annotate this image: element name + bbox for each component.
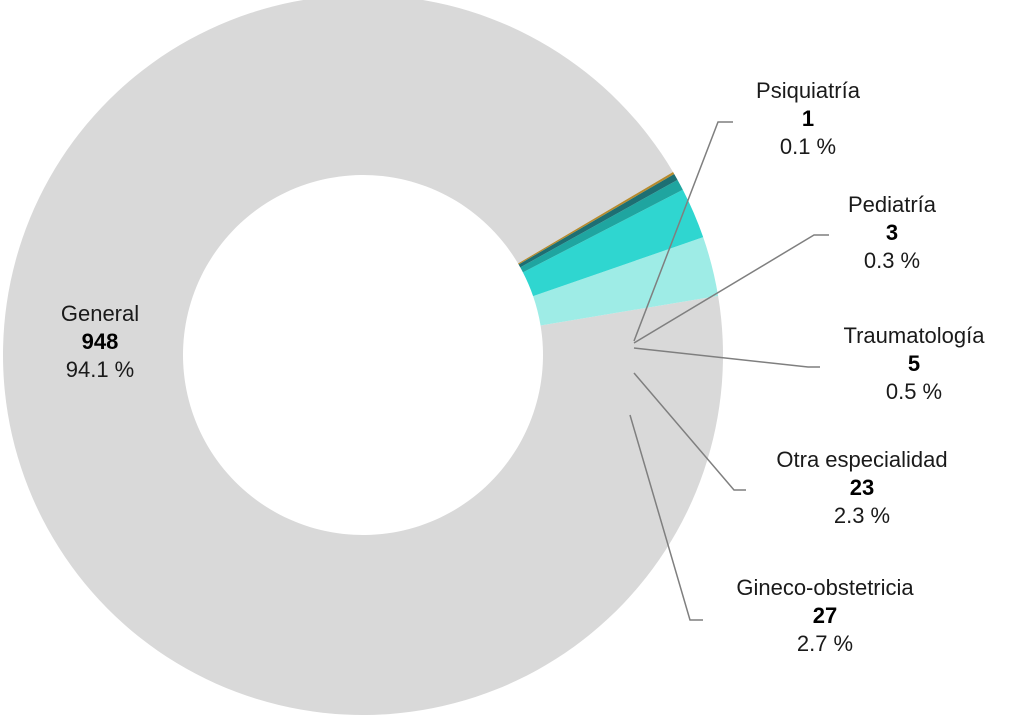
data-label-percent-pediatria: 0.3 % [864, 248, 920, 273]
donut-slices [3, 0, 723, 715]
data-label-value-traumatologia: 5 [908, 351, 920, 376]
data-label-value-general: 948 [82, 329, 119, 354]
data-label-name-gineco-obstetricia: Gineco-obstetricia [736, 575, 914, 600]
data-label-name-psiquiatria: Psiquiatría [756, 78, 861, 103]
slice-gineco-obstetricia [533, 237, 719, 326]
slice-otra-especialidad [522, 189, 704, 297]
data-label-value-otra-especialidad: 23 [850, 475, 874, 500]
data-label-value-psiquiatria: 1 [802, 106, 814, 131]
data-label-percent-traumatologia: 0.5 % [886, 379, 942, 404]
data-label-name-pediatria: Pediatría [848, 192, 937, 217]
data-label-name-general: General [61, 301, 139, 326]
data-label-percent-gineco-obstetricia: 2.7 % [797, 631, 853, 656]
slice-pediatria [518, 173, 678, 268]
data-label-percent-otra-especialidad: 2.3 % [834, 503, 890, 528]
leader-line-gineco-obstetricia [629, 414, 703, 621]
data-label-name-otra-especialidad: Otra especialidad [776, 447, 947, 472]
slice-general [3, 0, 723, 715]
slice-psiquiatria [518, 172, 675, 265]
leader-lines [629, 121, 829, 621]
leader-line-traumatologia [633, 347, 820, 368]
data-label-value-pediatria: 3 [886, 220, 898, 245]
leader-line-psiquiatria [633, 121, 733, 342]
data-label-value-gineco-obstetricia: 27 [813, 603, 837, 628]
data-label-percent-general: 94.1 % [66, 357, 135, 382]
leader-line-otra-especialidad [633, 372, 746, 491]
data-label-percent-psiquiatria: 0.1 % [780, 134, 836, 159]
data-labels: General 948 94.1 % Gineco-obstetricia 27 2.7 … [61, 78, 985, 656]
slice-traumatologia [520, 179, 683, 273]
leader-line-pediatria [633, 234, 829, 344]
data-label-name-traumatologia: Traumatología [843, 323, 985, 348]
